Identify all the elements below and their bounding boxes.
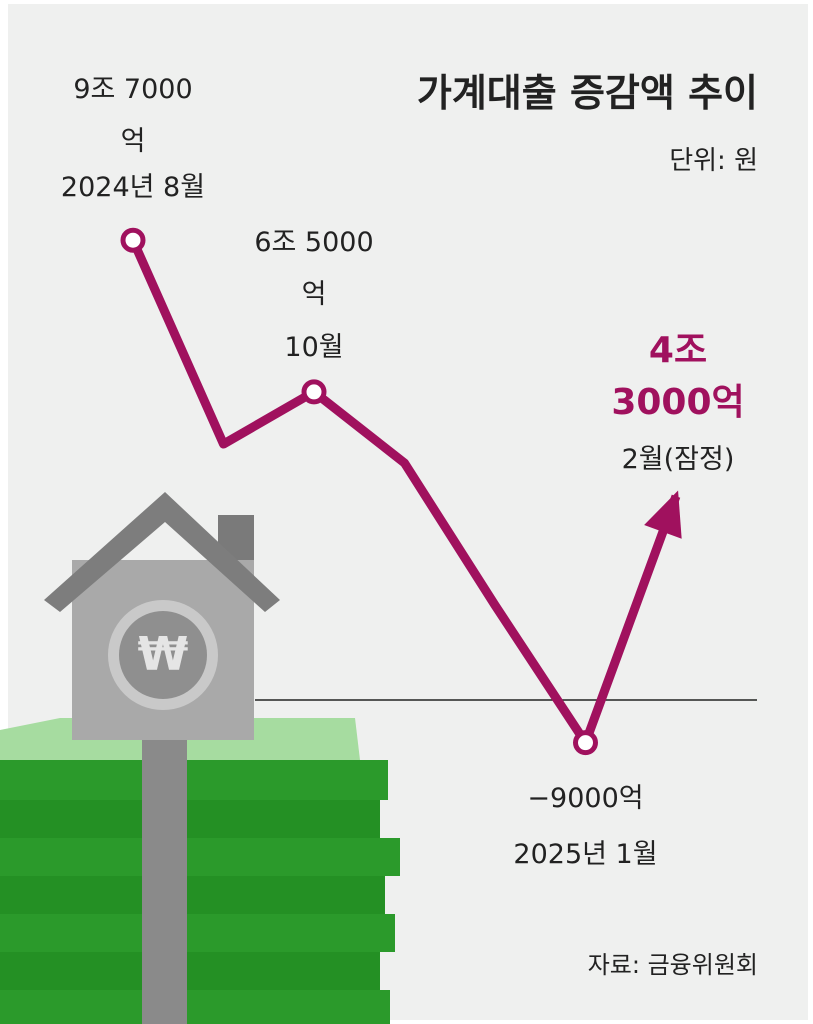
data-label: 9조 7000억 — [73, 74, 193, 157]
chart-title: 가계대출 증감액 추이 — [416, 71, 758, 115]
data-label: 4조 3000억 — [611, 330, 745, 423]
x-tick-label: 2024년 8월 — [60, 172, 206, 203]
illustration: ₩ — [0, 492, 400, 1024]
point-marker — [120, 227, 146, 253]
arrowhead — [644, 490, 682, 539]
source: 자료: 금융위원회 — [587, 951, 758, 979]
data-label: 6조 5000억 — [254, 227, 374, 310]
svg-text:₩: ₩ — [138, 627, 189, 681]
x-tick-label: 10월 — [284, 332, 344, 363]
point-marker — [573, 730, 598, 756]
x-tick-label: 2월(잠정) — [621, 444, 735, 475]
point-marker — [301, 379, 327, 405]
x-tick-label: 2025년 1월 — [513, 839, 658, 870]
unit-note: 단위: 원 — [669, 146, 758, 176]
data-label: −9000억 — [527, 783, 644, 814]
